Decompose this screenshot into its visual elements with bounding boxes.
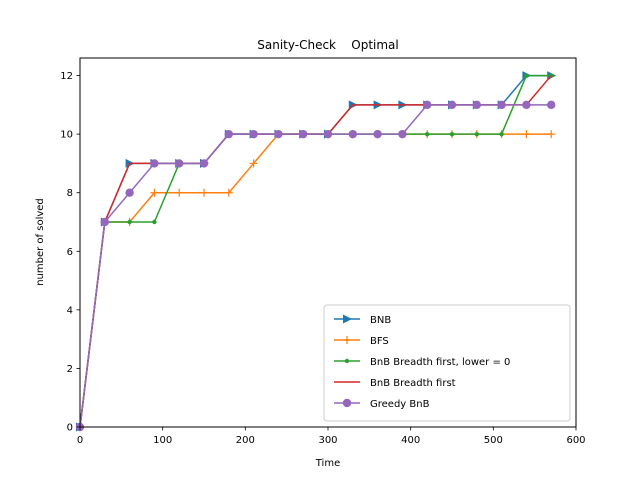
x-tick-label: 200 [236,435,255,446]
data-point [224,188,233,197]
legend-entry: BNB [334,314,391,326]
y-axis-label: number of solved [35,198,46,286]
x-tick-label: 500 [484,435,503,446]
data-point [547,100,556,110]
data-point [472,100,481,110]
y-tick-label: 10 [60,130,73,141]
series-greedy-bnb [75,100,556,432]
data-point [425,131,430,137]
data-point [524,73,529,78]
x-tick-label: 100 [153,435,172,446]
x-tick-label: 400 [401,435,420,446]
chart-title: Sanity-Check Optimal [257,38,399,52]
data-point [299,129,308,139]
data-point [100,217,110,227]
data-point [522,100,531,110]
legend-marker [342,398,352,408]
y-tick-label: 8 [67,188,73,199]
data-point [125,188,134,197]
data-point [547,130,556,139]
x-tick-label: 0 [77,435,83,446]
data-point [423,100,432,110]
data-point [323,129,333,139]
data-point [348,129,357,139]
y-tick-label: 6 [67,247,73,258]
y-tick-label: 4 [67,305,73,316]
legend-label: BnB Breadth first [370,378,456,389]
data-point [152,219,157,225]
legend-entry: Greedy BnB [334,398,430,410]
legend-entry: BnB Breadth first [334,378,456,389]
legend-label: BFS [370,336,389,347]
data-point [127,219,132,225]
x-tick-label: 600 [566,435,585,446]
data-point [224,129,233,139]
legend-entry: BnB Breadth first, lower = 0 [334,357,510,368]
legend-marker [344,358,350,364]
data-point [447,100,457,110]
x-tick-label: 300 [318,435,337,446]
legend-label: BnB Breadth first, lower = 0 [370,357,510,368]
data-point [373,129,382,139]
y-tick-label: 0 [67,423,73,434]
legend-entry: BFS [334,336,389,347]
data-point [175,188,184,197]
data-point [499,131,504,137]
data-point [522,130,531,139]
data-point [150,188,159,197]
data-point [175,159,184,168]
y-tick-label: 12 [60,71,73,82]
data-point [199,159,209,168]
data-point [398,129,407,139]
y-axis-ticks: 0 2 4 6 8 10 12 [60,71,80,434]
data-point [274,129,283,139]
data-point [249,129,258,139]
legend-label: Greedy BnB [370,399,430,410]
plot-lines [75,71,557,432]
data-point [497,100,506,110]
data-point [449,131,455,137]
data-point [249,159,258,168]
data-point [474,131,479,137]
legend-box [323,304,571,422]
data-point [150,159,159,168]
y-tick-label: 2 [67,364,73,375]
legend: BNB BFS BnB Breadth first, lower = 0 BnB Br… [323,304,571,422]
legend-label: BNB [370,315,391,326]
data-point [200,188,208,197]
x-axis-ticks: 0 100 200 300 400 500 600 [77,427,586,446]
legend-marker [343,314,352,324]
legend-marker [343,336,351,344]
x-axis-label: Time [315,458,340,469]
